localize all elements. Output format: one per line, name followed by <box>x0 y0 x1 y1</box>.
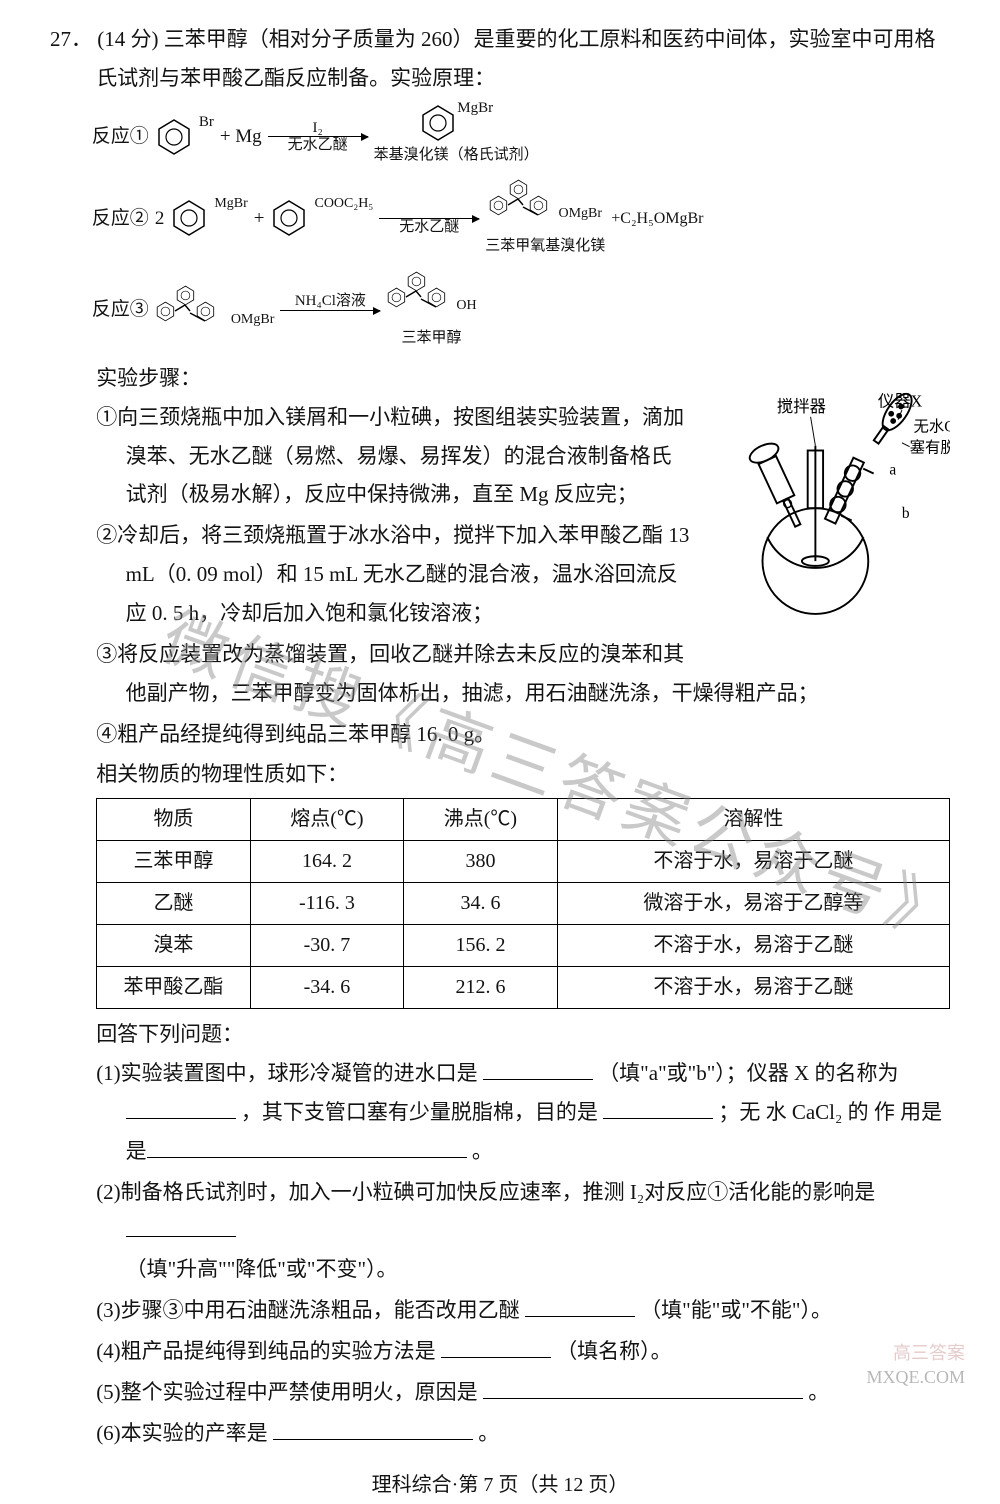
blank-input[interactable] <box>273 1417 473 1440</box>
label-b: b <box>902 505 910 522</box>
r2-label: 反应② <box>92 201 149 236</box>
r3-label: 反应③ <box>92 292 149 327</box>
blank-input[interactable] <box>126 1096 236 1119</box>
table-row: 乙醚-116. 334. 6微溶于水，易溶于乙醇等 <box>97 883 950 925</box>
blank-input[interactable] <box>525 1294 635 1317</box>
label-a: a <box>889 461 896 478</box>
arrow-icon: I₂ 无水乙醚 <box>268 120 368 154</box>
apparatus-figure: 搅拌器 仪器X 无水CaCl₂ 塞有脱脂棉 a b <box>700 388 950 638</box>
subq-header: 回答下列问题： <box>96 1015 950 1054</box>
q-intro: 三苯甲醇（相对分子质量为 260）是重要的化工原料和医药中间体，实验室中可用格氏… <box>96 27 935 90</box>
benzene-icon <box>170 199 208 237</box>
label-instrument-x: 仪器X <box>878 391 923 410</box>
sub-q4: (4)粗产品提纯得到纯品的实验方法是 （填名称）。 <box>96 1332 950 1371</box>
step-4: ④粗产品经提纯得到纯品三苯甲醇 16. 0 g。 <box>96 715 950 754</box>
table-row: 溴苯-30. 7156. 2不溶于水，易溶于乙醚 <box>97 925 950 967</box>
steps-section: 实验步骤： 搅拌器 仪器X 无水CaCl₂ 塞有脱脂棉 a b ①向三颈烧瓶中加… <box>50 359 950 794</box>
blank-input[interactable] <box>147 1135 467 1158</box>
sub-q6: (6)本实验的产率是 。 <box>96 1414 950 1453</box>
question-header: 27． (14 分) 三苯甲醇（相对分子质量为 260）是重要的化工原料和医药中… <box>50 20 950 98</box>
reaction-1: 反应① Br + Mg I₂ 无水乙醚 MgBr 苯基溴化镁（格氏试剂） <box>92 104 950 170</box>
label-cotton: 塞有脱脂棉 <box>910 438 950 456</box>
sub-q3: (3)步骤③中用石油醚洗涤粗品，能否改用乙醚 （填"能"或"不能"）。 <box>96 1291 950 1330</box>
step-3: ③将反应装置改为蒸馏装置，回收乙醚并除去未反应的溴苯和其他副产物，三苯甲醇变为固… <box>96 635 950 713</box>
blank-input[interactable] <box>483 1376 803 1399</box>
triphenyl-icon <box>488 175 558 233</box>
q-number: 27． <box>50 27 92 51</box>
arrow-icon: NH₄Cl溶液 <box>280 293 380 327</box>
label-cacl2: 无水CaCl₂ <box>913 417 950 435</box>
sub-q5: (5)整个实验过程中严禁使用明火，原因是 。 <box>96 1373 950 1412</box>
blank-input[interactable] <box>441 1335 551 1358</box>
sub-q2: (2)制备格氏试剂时，加入一小粒碘可加快反应速率，推测 I₂对反应①活化能的影响… <box>96 1173 950 1290</box>
reaction-2: 反应② 2 MgBr + COOC₂H₅ 无水乙醚 OMgBr 三苯甲氧基溴化镁… <box>92 175 950 261</box>
q-points: (14 分) <box>97 27 158 51</box>
blank-input[interactable] <box>483 1057 593 1080</box>
page-footer: 理科综合·第 7 页（共 12 页） <box>50 1467 950 1504</box>
r1-label: 反应① <box>92 119 149 154</box>
benzene-br-icon <box>155 118 193 156</box>
blank-input[interactable] <box>126 1214 236 1237</box>
label-stirrer: 搅拌器 <box>777 397 826 416</box>
benzene-icon <box>270 199 308 237</box>
table-header-row: 物质 熔点(℃) 沸点(℃) 溶解性 <box>97 799 950 841</box>
benzene-mgbr-icon <box>419 104 457 142</box>
arrow-icon: 无水乙醚 <box>379 201 479 235</box>
props-intro: 相关物质的物理性质如下： <box>96 755 950 794</box>
blank-input[interactable] <box>603 1096 713 1119</box>
triphenyl-icon <box>386 267 456 325</box>
sub-q1: (1)实验装置图中，球形冷凝管的进水口是 （填"a"或"b"）；仪器 X 的名称… <box>96 1054 950 1171</box>
table-row: 三苯甲醇164. 2380不溶于水，易溶于乙醚 <box>97 841 950 883</box>
properties-table: 物质 熔点(℃) 沸点(℃) 溶解性 三苯甲醇164. 2380不溶于水，易溶于… <box>96 798 950 1009</box>
table-row: 苯甲酸乙酯-34. 6212. 6不溶于水，易溶于乙醚 <box>97 967 950 1009</box>
reaction-3: 反应③ OMgBr NH₄Cl溶液 OH 三苯甲醇 <box>92 267 950 353</box>
triphenyl-icon <box>155 281 225 339</box>
